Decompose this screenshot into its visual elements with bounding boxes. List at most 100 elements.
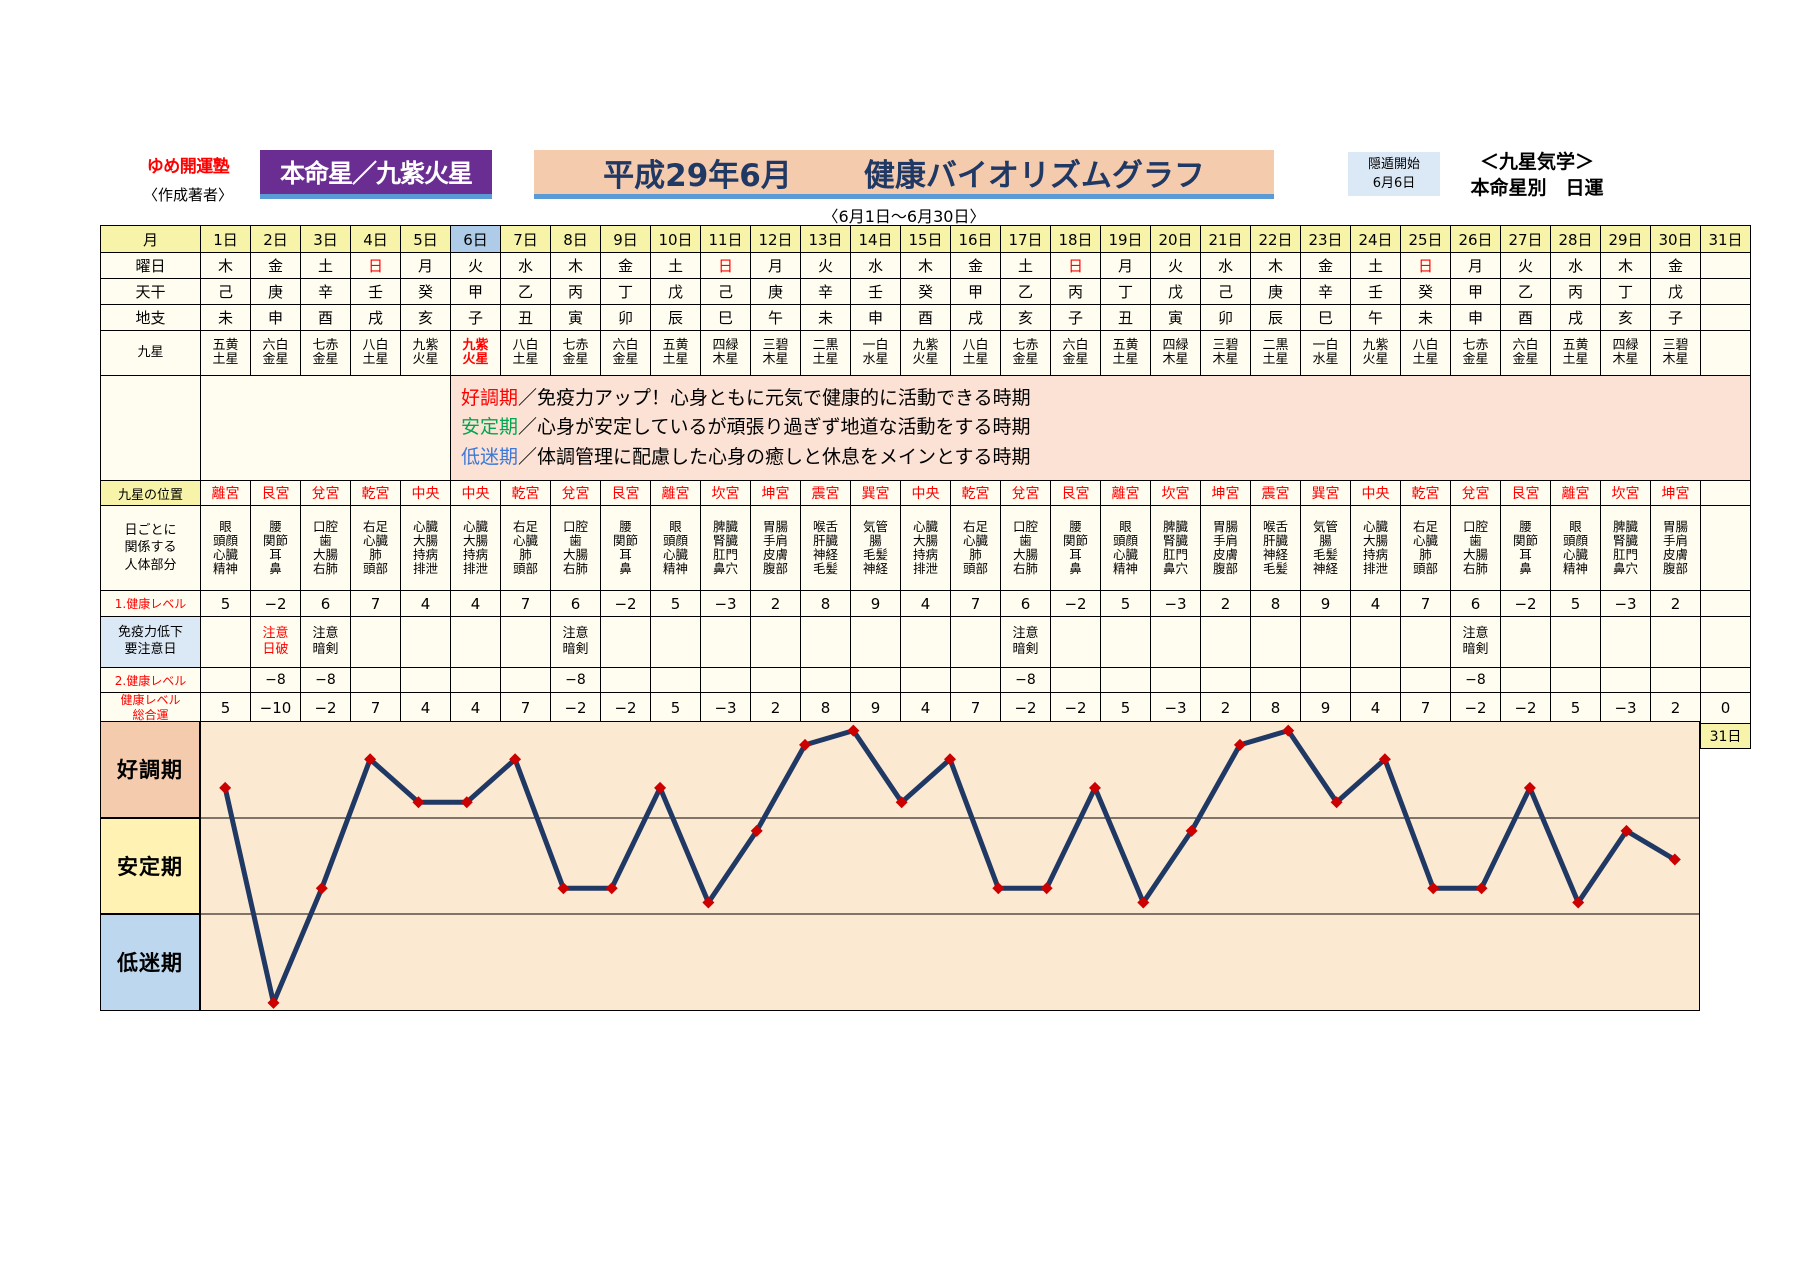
level1-cell-31: [1700, 590, 1751, 617]
position-cell-6: 中央: [450, 480, 501, 506]
day-cell-6: 6日: [450, 225, 501, 253]
bodypart-cell-14: 気管腸毛髪 神経: [850, 505, 901, 591]
warning-cell-11: [700, 616, 751, 668]
warning-cell-2: 注意 日破: [250, 616, 301, 668]
level1-cell-13: 8: [800, 590, 851, 617]
position-cell-31: [1700, 480, 1751, 506]
bodypart-cell-9: 腰関節耳鼻: [600, 505, 651, 591]
level1-cell-7: 7: [500, 590, 551, 617]
bodypart-cell-12: 胃腸 手肩 皮膚 腹部: [750, 505, 801, 591]
position-cell-13: 震宮: [800, 480, 851, 506]
kigaku-line-1: ＜九星気学＞: [1479, 151, 1594, 173]
total-cell-15: 4: [900, 692, 951, 724]
level2-cell-24: [1350, 667, 1401, 693]
chishi-cell-6: 子: [450, 304, 501, 331]
position-cell-18: 艮宮: [1050, 480, 1101, 506]
chishi-cell-2: 申: [250, 304, 301, 331]
bodypart-cell-25: 右足 心臓肺頭部: [1400, 505, 1451, 591]
bodypart-cell-1: 眼頭顔 心臓 精神: [200, 505, 251, 591]
total-cell-31: 0: [1700, 692, 1751, 724]
level2-cell-14: [850, 667, 901, 693]
data-point-26: [1427, 882, 1440, 895]
day-cell-18: 18日: [1050, 225, 1101, 253]
kyusei-cell-5: 九紫 火星: [400, 330, 451, 376]
intoku-date: 6月6日: [1372, 176, 1416, 191]
kyusei-cell-12: 三碧 木星: [750, 330, 801, 376]
legend-spacer: [200, 375, 451, 481]
data-point-20: [1137, 896, 1150, 909]
level1-cell-8: 6: [550, 590, 601, 617]
warning-cell-23: [1300, 616, 1351, 668]
total-cell-1: 5: [200, 692, 251, 724]
tenkan-cell-17: 乙: [1000, 278, 1051, 305]
bodypart-cell-27: 腰関節耳鼻: [1500, 505, 1551, 591]
data-point-30: [1620, 824, 1633, 837]
level2-cell-22: [1250, 667, 1301, 693]
weekday-cell-24: 土: [1350, 252, 1401, 279]
level2-cell-9: [600, 667, 651, 693]
row-level2: 2.健康レベル −8 −8 −8 −8 −8: [100, 667, 1751, 693]
kyusei-cell-16: 八白 土星: [950, 330, 1001, 376]
position-cell-14: 巽宮: [850, 480, 901, 506]
chishi-cell-3: 酉: [300, 304, 351, 331]
warning-cell-19: [1100, 616, 1151, 668]
bodypart-cell-19: 眼頭顔 心臓 精神: [1100, 505, 1151, 591]
position-cell-22: 震宮: [1250, 480, 1301, 506]
day-cell-13: 13日: [800, 225, 851, 253]
position-cell-10: 離宮: [650, 480, 701, 506]
position-cell-19: 離宮: [1100, 480, 1151, 506]
bodypart-cell-7: 右足 心臓肺頭部: [500, 505, 551, 591]
level2-cell-29: [1600, 667, 1651, 693]
level1-cell-4: 7: [350, 590, 401, 617]
level2-cell-13: [800, 667, 851, 693]
level1-cell-25: 7: [1400, 590, 1451, 617]
warning-cell-26: 注意 暗剣: [1450, 616, 1501, 668]
tenkan-cell-3: 辛: [300, 278, 351, 305]
warning-cell-14: [850, 616, 901, 668]
tenkan-cell-15: 癸: [900, 278, 951, 305]
tenkan-cell-29: 丁: [1600, 278, 1651, 305]
total-cell-16: 7: [950, 692, 1001, 724]
row-tenkan: 天干己庚辛壬癸甲乙丙丁戊己庚辛壬癸甲乙丙丁戊己庚辛壬癸甲乙丙丁戊: [100, 278, 1751, 305]
kyusei-cell-13: 二黒 土星: [800, 330, 851, 376]
kigaku-line-2: 本命星別 日運: [1470, 176, 1604, 199]
date-range: 〈6月1日〜6月30日〉: [822, 207, 986, 226]
bodypart-cell-24: 心臓 大腸 持病 排泄: [1350, 505, 1401, 591]
level1-cell-9: −2: [600, 590, 651, 617]
chishi-cell-7: 丑: [500, 304, 551, 331]
level2-cell-19: [1100, 667, 1151, 693]
position-cell-21: 坤宮: [1200, 480, 1251, 506]
weekday-cell-5: 月: [400, 252, 451, 279]
kyusei-cell-2: 六白 金星: [250, 330, 301, 376]
brand-name: ゆめ開運塾: [146, 157, 230, 177]
data-point-25: [1378, 753, 1391, 766]
tenkan-cell-13: 辛: [800, 278, 851, 305]
bodypart-cell-29: 脾臓 腎臓 肛門 鼻穴: [1600, 505, 1651, 591]
day-cell-21: 21日: [1200, 225, 1251, 253]
day-cell-11: 11日: [700, 225, 751, 253]
page-header: ゆめ開運塾 〈作成著者〉 本命星／九紫火星 平成29年6月 健康バイオリズムグラ…: [100, 150, 1700, 226]
data-point-31: [1668, 853, 1681, 866]
level2-cell-28: [1550, 667, 1601, 693]
level1-cell-17: 6: [1000, 590, 1051, 617]
weekday-cell-2: 金: [250, 252, 301, 279]
warning-cell-15: [900, 616, 951, 668]
warning-cell-18: [1050, 616, 1101, 668]
tenkan-cell-10: 戊: [650, 278, 701, 305]
warning-cell-10: [650, 616, 701, 668]
level2-cell-25: [1400, 667, 1451, 693]
level2-cell-27: [1500, 667, 1551, 693]
chishi-cell-15: 酉: [900, 304, 951, 331]
total-cell-10: 5: [650, 692, 701, 724]
tenkan-cell-19: 丁: [1100, 278, 1151, 305]
day-cell-19: 19日: [1100, 225, 1151, 253]
position-cell-27: 艮宮: [1500, 480, 1551, 506]
level2-cell-16: [950, 667, 1001, 693]
tenkan-cell-8: 丙: [550, 278, 601, 305]
level2-cell-7: [500, 667, 551, 693]
data-point-10: [654, 781, 667, 794]
row-label-position: 九星の位置: [100, 480, 201, 506]
kyusei-cell-4: 八白 土星: [350, 330, 401, 376]
tenkan-cell-6: 甲: [450, 278, 501, 305]
level2-cell-21: [1200, 667, 1251, 693]
